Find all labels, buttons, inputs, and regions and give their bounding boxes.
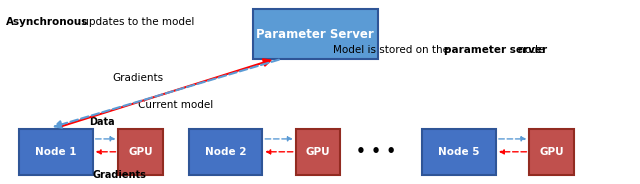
Text: GPU: GPU [306, 147, 330, 157]
Text: Node 5: Node 5 [438, 147, 480, 157]
Text: Data: Data [90, 117, 115, 127]
FancyBboxPatch shape [529, 129, 574, 175]
Text: Node 1: Node 1 [35, 147, 77, 157]
Text: updates to the model: updates to the model [79, 17, 194, 27]
Text: Model is stored on the: Model is stored on the [333, 45, 452, 55]
Text: Gradients: Gradients [93, 170, 147, 180]
Text: Current model: Current model [138, 100, 213, 110]
Text: Parameter Server: Parameter Server [257, 28, 374, 40]
Text: GPU: GPU [129, 147, 153, 157]
Text: Asynchronous: Asynchronous [6, 17, 89, 27]
FancyBboxPatch shape [253, 9, 378, 59]
Text: GPU: GPU [540, 147, 564, 157]
Text: • • •: • • • [356, 144, 396, 159]
Text: node: node [515, 45, 545, 55]
FancyBboxPatch shape [422, 129, 496, 175]
Text: parameter server: parameter server [444, 45, 547, 55]
FancyBboxPatch shape [189, 129, 262, 175]
Text: Node 2: Node 2 [205, 147, 246, 157]
FancyBboxPatch shape [19, 129, 93, 175]
FancyBboxPatch shape [118, 129, 163, 175]
Text: Gradients: Gradients [112, 73, 163, 83]
FancyBboxPatch shape [296, 129, 340, 175]
